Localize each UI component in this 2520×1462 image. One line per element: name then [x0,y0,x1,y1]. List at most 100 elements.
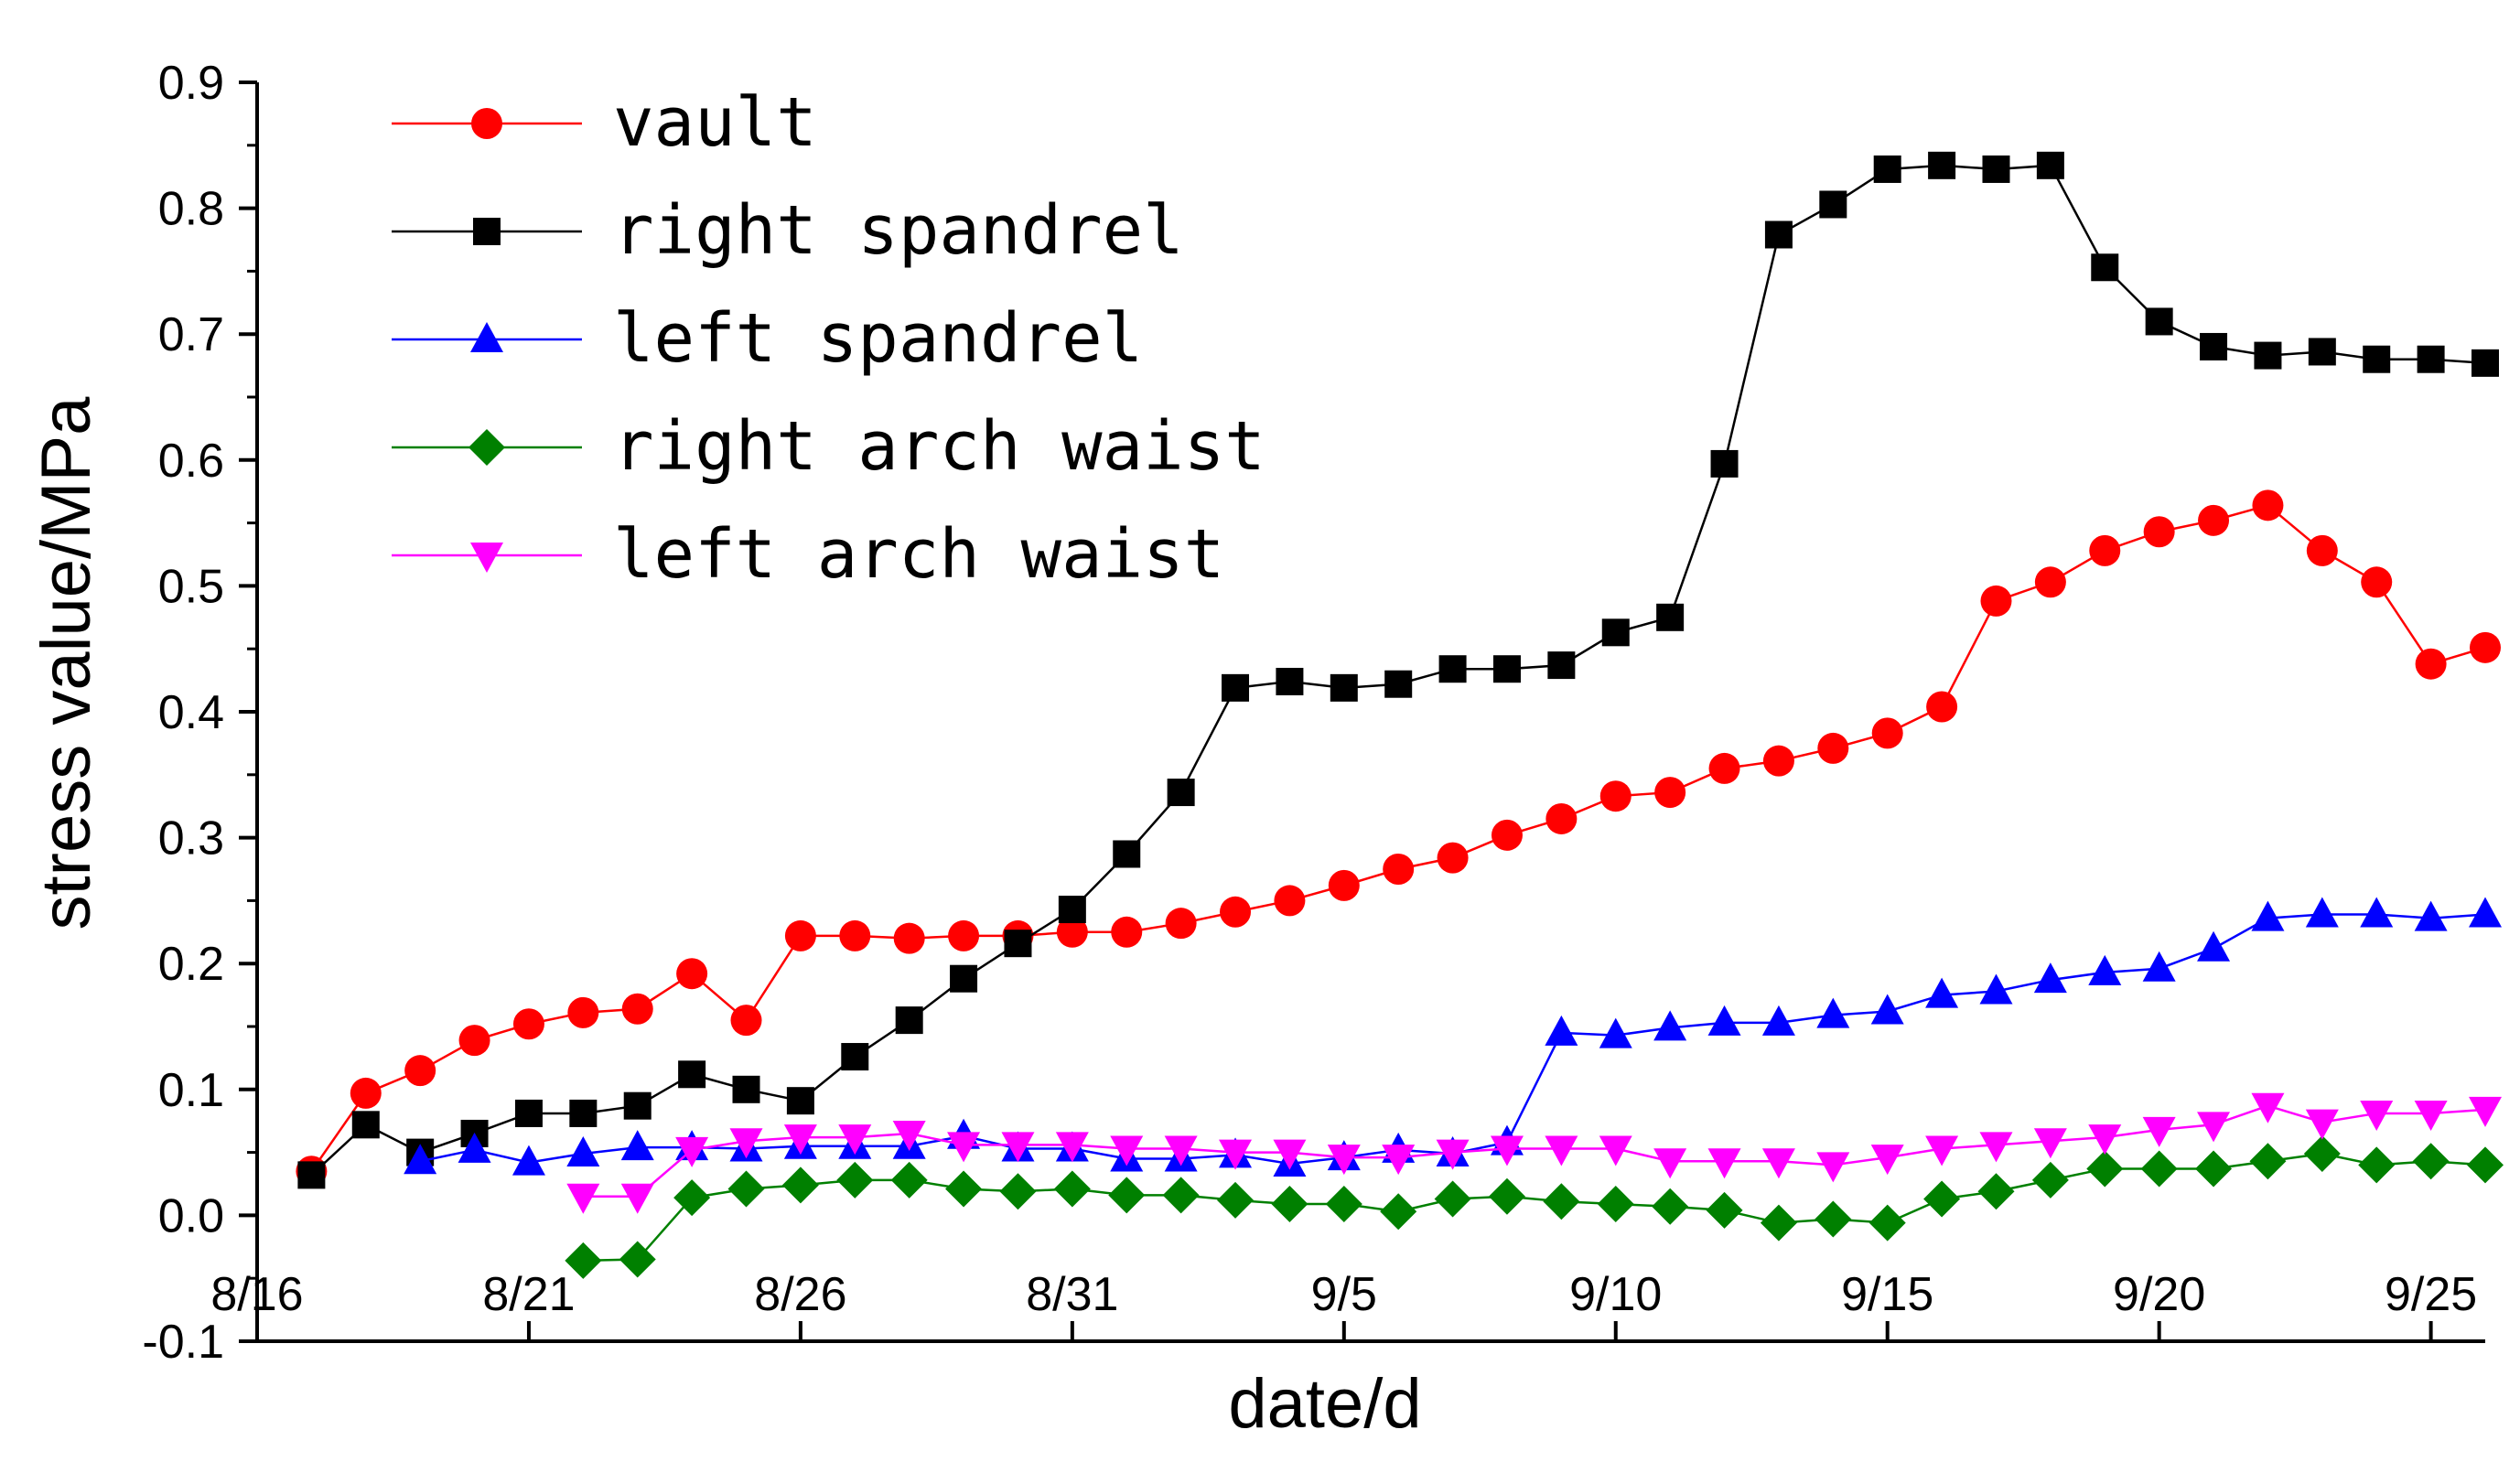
legend-swatch-marker [471,108,502,139]
data-point-vault [458,1025,490,1057]
data-point-right-arch-waist [673,1179,711,1217]
data-point-right-arch-waist [1434,1180,1471,1218]
x-tick-label: 9/25 [2385,1268,2477,1321]
data-point-left-spandrel [620,1130,654,1161]
data-point-left-arch-waist [675,1136,709,1167]
data-point-vault [784,919,816,951]
data-point-left-arch-waist [1273,1139,1307,1170]
data-point-right-arch-waist [1217,1181,1255,1219]
data-point-right-arch-waist [1652,1188,1689,1225]
y-tick-label: 0.4 [158,686,224,739]
data-point-right-spandrel [950,964,978,993]
data-point-left-spandrel [1707,1005,1741,1036]
data-point-right-spandrel [1928,151,1956,179]
data-point-vault [2415,648,2447,680]
data-point-left-arch-waist [1055,1132,1089,1163]
data-point-vault [2089,534,2121,566]
data-point-left-spandrel [2251,900,2285,931]
data-point-vault [1599,780,1632,812]
x-tick-label: 8/16 [210,1268,303,1321]
data-point-vault [1980,585,2012,617]
data-point-left-spandrel [1816,997,1850,1028]
y-tick-label: 0.6 [158,435,224,488]
data-point-right-spandrel [1492,655,1521,683]
data-point-vault [2470,631,2501,663]
data-point-vault [2306,534,2338,566]
data-point-left-arch-waist [2414,1100,2448,1131]
data-point-right-spandrel [2254,341,2282,370]
data-point-vault [1708,752,1740,784]
legend-label: left spandrel [613,299,1143,378]
data-point-left-arch-waist [2469,1096,2502,1127]
data-point-left-arch-waist [2360,1100,2394,1131]
series-line-left-spandrel [419,913,2486,1166]
data-point-right-spandrel [1058,896,1086,924]
x-tick-label: 8/26 [754,1268,846,1321]
data-point-right-spandrel [841,1043,869,1071]
data-point-vault [1926,691,1958,723]
series-left-arch-waist [566,1092,2502,1214]
data-point-right-arch-waist [1488,1177,1525,1215]
data-point-right-spandrel [1547,651,1576,680]
data-point-right-spandrel [623,1091,652,1120]
data-point-left-arch-waist [1870,1145,1904,1176]
data-point-right-arch-waist [2086,1150,2124,1188]
data-point-left-arch-waist [947,1132,981,1163]
data-point-vault [2034,566,2066,598]
data-point-right-arch-waist [2412,1143,2450,1180]
data-point-right-arch-waist [836,1161,874,1199]
data-point-left-arch-waist [1436,1139,1470,1170]
data-point-left-arch-waist [2033,1128,2067,1159]
x-tick-label: 9/15 [1841,1268,1933,1321]
data-point-right-spandrel [2145,307,2173,336]
data-point-right-spandrel [1819,190,1847,219]
data-point-left-spandrel [2360,897,2394,928]
data-point-right-arch-waist [781,1166,819,1204]
data-point-left-arch-waist [1599,1135,1632,1166]
data-point-right-spandrel [1222,673,1250,702]
data-point-right-spandrel [1167,779,1195,807]
data-point-left-arch-waist [783,1124,817,1156]
data-point-right-spandrel [678,1060,706,1089]
legend-item-left-spandrel: left spandrel [392,299,1143,378]
y-tick-label: 0.9 [158,57,224,110]
data-point-left-arch-waist [1653,1148,1687,1179]
data-point-left-spandrel [2142,951,2176,982]
data-point-vault [1383,854,1415,885]
legend-swatch-marker [470,322,503,352]
data-point-left-arch-waist [1979,1132,2013,1163]
data-point-right-arch-waist [2358,1146,2396,1184]
data-point-left-spandrel [1761,1005,1795,1036]
data-point-right-spandrel [1384,670,1413,698]
data-point-left-arch-waist [1816,1152,1850,1183]
legend-label: vault [613,83,817,162]
data-point-right-spandrel [732,1075,760,1103]
data-point-right-arch-waist [890,1161,928,1199]
data-point-left-arch-waist [620,1183,654,1214]
data-point-right-spandrel [1601,618,1630,647]
legend-label: left arch waist [613,515,1224,594]
data-point-right-arch-waist [1325,1186,1362,1223]
legend-item-vault: vault [392,83,817,162]
data-point-left-spandrel [458,1132,491,1163]
data-point-left-spandrel [1925,977,1959,1008]
data-point-vault [404,1055,436,1087]
data-point-right-arch-waist [999,1173,1037,1210]
legend-label: right spandrel [613,191,1184,270]
data-point-vault [1274,885,1306,917]
data-point-vault [512,1008,544,1040]
data-point-vault [1817,732,1849,764]
data-point-vault [1165,908,1197,940]
x-tick-label: 8/31 [1026,1268,1118,1321]
data-point-right-spandrel [1710,449,1739,478]
data-point-left-spandrel [1653,1010,1687,1041]
data-point-left-spandrel [2414,900,2448,931]
data-point-right-spandrel [786,1087,814,1115]
data-point-right-arch-waist [1543,1183,1580,1220]
data-point-right-spandrel [297,1161,326,1189]
data-point-right-arch-waist [1760,1204,1797,1242]
x-tick-label: 8/21 [482,1268,575,1321]
x-tick-label: 9/5 [1311,1268,1377,1321]
data-point-left-arch-waist [1490,1135,1524,1166]
